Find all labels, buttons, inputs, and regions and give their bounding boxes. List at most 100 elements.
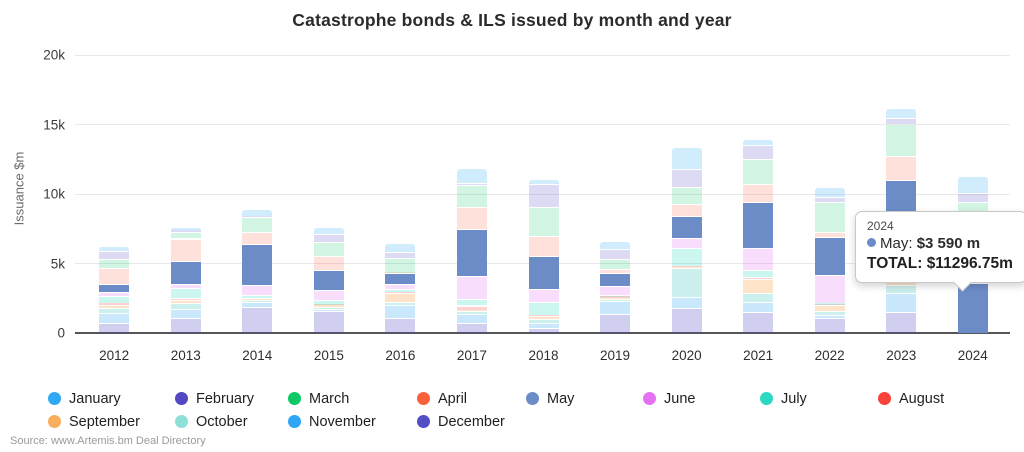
bar-segment-october-2023[interactable] [886,286,917,293]
bar-segment-december-2022[interactable] [814,318,845,333]
bar-segment-may-2016[interactable] [385,274,416,285]
bar-segment-july-2020[interactable] [671,249,702,267]
bar-segment-august-2015[interactable] [313,304,344,306]
bar-segment-march-2014[interactable] [242,218,273,232]
bar-segment-may-2017[interactable] [456,230,487,277]
bar-segment-june-2012[interactable] [99,293,130,297]
bar-2015[interactable] [313,55,344,333]
bar-segment-january-2020[interactable] [671,148,702,169]
bar-segment-august-2012[interactable] [99,303,130,305]
bar-segment-july-2021[interactable] [743,270,774,278]
bar-segment-march-2021[interactable] [743,160,774,184]
bar-segment-april-2012[interactable] [99,268,130,285]
legend-item-april[interactable]: April [417,391,526,407]
bar-segment-november-2021[interactable] [743,303,774,313]
bar-segment-august-2022[interactable] [814,304,845,306]
bar-segment-april-2022[interactable] [814,233,845,238]
legend-item-may[interactable]: May [526,391,643,407]
bar-segment-august-2020[interactable] [671,265,702,267]
bar-segment-june-2019[interactable] [600,287,631,296]
bar-segment-june-2018[interactable] [528,290,559,302]
bar-segment-february-2021[interactable] [743,146,774,160]
bar-segment-january-2017[interactable] [456,168,487,184]
bar-segment-july-2013[interactable] [170,288,201,299]
legend-item-june[interactable]: June [643,391,760,407]
bar-segment-january-2013[interactable] [170,228,201,231]
bar-segment-june-2014[interactable] [242,286,273,295]
bar-segment-december-2020[interactable] [671,308,702,333]
bar-segment-may-2024[interactable] [957,284,988,333]
bar-segment-march-2017[interactable] [456,186,487,207]
bar-segment-july-2017[interactable] [456,299,487,306]
bar-segment-june-2017[interactable] [456,277,487,299]
legend-item-october[interactable]: October [175,414,288,430]
bar-segment-april-2014[interactable] [242,232,273,245]
bar-2022[interactable] [814,55,845,333]
bar-segment-march-2023[interactable] [886,124,917,156]
legend-item-december[interactable]: December [417,414,526,430]
bar-segment-november-2015[interactable] [313,309,344,312]
bar-segment-may-2018[interactable] [528,256,559,290]
bar-segment-january-2015[interactable] [313,228,344,235]
bar-segment-december-2014[interactable] [242,307,273,333]
bar-segment-february-2015[interactable] [313,235,344,242]
bar-segment-october-2014[interactable] [242,300,273,302]
bar-segment-august-2018[interactable] [528,315,559,317]
bar-segment-november-2017[interactable] [456,314,487,323]
bar-segment-february-2018[interactable] [528,185,559,208]
bar-segment-september-2021[interactable] [743,279,774,293]
bar-segment-november-2023[interactable] [886,293,917,313]
bar-segment-september-2020[interactable] [671,267,702,269]
bar-segment-april-2021[interactable] [743,184,774,202]
bar-segment-march-2019[interactable] [600,260,631,270]
bar-segment-february-2022[interactable] [814,197,845,202]
legend-item-february[interactable]: February [175,391,288,407]
bar-segment-august-2017[interactable] [456,306,487,311]
bar-segment-june-2021[interactable] [743,248,774,270]
bar-segment-october-2012[interactable] [99,309,130,313]
bar-2020[interactable] [671,55,702,333]
bar-segment-october-2017[interactable] [456,312,487,314]
bar-segment-april-2016[interactable] [385,272,416,274]
bar-segment-august-2021[interactable] [743,277,774,279]
bar-segment-february-2013[interactable] [170,230,201,232]
bar-segment-september-2022[interactable] [814,306,845,312]
bar-segment-may-2014[interactable] [242,245,273,286]
bar-segment-april-2015[interactable] [313,256,344,270]
legend-item-july[interactable]: July [760,391,878,407]
bar-segment-june-2015[interactable] [313,290,344,300]
bar-segment-august-2013[interactable] [170,299,201,301]
bar-segment-february-2023[interactable] [886,118,917,124]
bar-segment-march-2013[interactable] [170,232,201,239]
bar-segment-june-2013[interactable] [170,285,201,288]
bar-segment-april-2023[interactable] [886,156,917,181]
bar-segment-january-2021[interactable] [743,140,774,146]
bar-segment-august-2019[interactable] [600,296,631,298]
bar-segment-december-2012[interactable] [99,323,130,333]
bar-segment-october-2016[interactable] [385,303,416,305]
bar-segment-july-2022[interactable] [814,303,845,305]
legend-item-september[interactable]: September [48,414,175,430]
legend-item-august[interactable]: August [878,391,998,407]
bar-segment-july-2016[interactable] [385,289,416,292]
legend-item-january[interactable]: January [48,391,175,407]
bar-segment-november-2012[interactable] [99,313,130,323]
bar-segment-february-2012[interactable] [99,252,130,259]
bar-segment-september-2014[interactable] [242,298,273,301]
bar-segment-march-2015[interactable] [313,242,344,256]
bar-segment-february-2024[interactable] [957,194,988,203]
bar-segment-may-2013[interactable] [170,261,201,285]
bar-2014[interactable] [242,55,273,333]
bar-segment-march-2018[interactable] [528,208,559,237]
bar-2016[interactable] [385,55,416,333]
legend-item-march[interactable]: March [288,391,417,407]
bar-segment-may-2019[interactable] [600,274,631,287]
bar-segment-february-2019[interactable] [600,249,631,260]
bar-segment-november-2013[interactable] [170,310,201,318]
bar-segment-april-2019[interactable] [600,270,631,274]
bar-segment-november-2020[interactable] [671,297,702,308]
bar-segment-september-2018[interactable] [528,317,559,320]
bar-segment-september-2012[interactable] [99,305,130,308]
bar-segment-july-2019[interactable] [600,295,631,297]
bar-segment-july-2012[interactable] [99,297,130,304]
